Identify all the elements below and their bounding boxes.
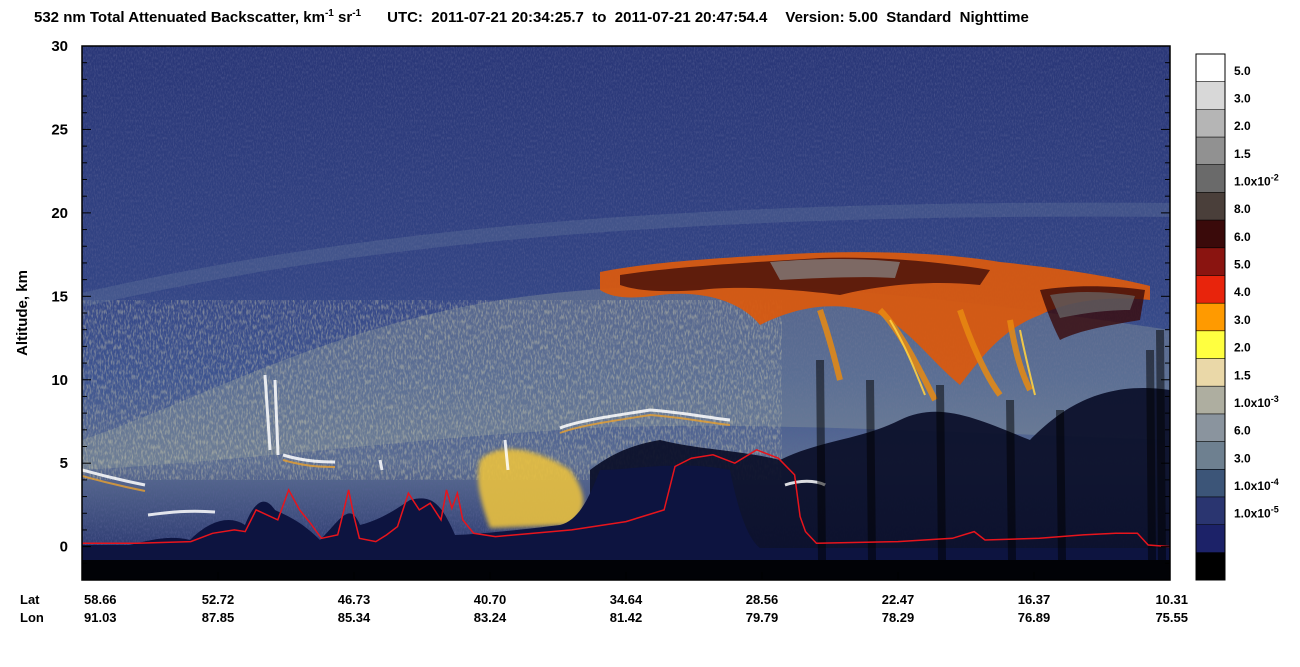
colorbar-label: 1.5 <box>1234 368 1251 382</box>
colorbar-label: 1.5 <box>1234 147 1251 161</box>
lat-tick-label: 16.37 <box>1018 592 1051 607</box>
title-unit-mid: sr <box>333 9 353 26</box>
colorbar-swatch <box>1196 469 1225 498</box>
colorbar-label: 4.0 <box>1234 285 1251 299</box>
lat-tick-label: 46.73 <box>338 592 371 607</box>
high-cloud-deck <box>600 252 1150 402</box>
title-to-word: to <box>592 9 607 26</box>
title-end-time: 2011-07-21 20:47:54.4 <box>614 9 768 26</box>
colorbar-swatch <box>1196 164 1225 193</box>
title-utc-label: UTC: <box>387 9 423 26</box>
y-tick-label: 0 <box>60 539 68 556</box>
lon-tick-label: 81.42 <box>610 610 643 625</box>
lon-tick-label: 91.03 <box>84 610 117 625</box>
lat-tick-label: 40.70 <box>474 592 507 607</box>
colorbar-label: 5.0 <box>1234 64 1251 78</box>
colorbar: 5.0 3.0 2.0 1.5 1.0x10-2 8.0 6.0 5.0 4.0 3.0 2.0 1.… <box>1195 53 1279 581</box>
low-cloud-tops-warm <box>82 413 731 492</box>
colorbar-frame <box>1195 53 1226 581</box>
colorbar-label: 2.0 <box>1234 119 1251 133</box>
y-tick-label: 10 <box>51 372 68 389</box>
colorbar-swatch <box>1196 220 1225 249</box>
lon-tick-label: 79.79 <box>746 610 779 625</box>
lon-row-label: Lon <box>20 610 44 625</box>
y-tick-label: 5 <box>60 455 68 472</box>
colorbar-label: 1.0x10-3 <box>1234 394 1279 410</box>
colorbar-label: 1.0x10-2 <box>1234 173 1279 189</box>
chart-title: 532 nm Total Attenuated Backscatter, km-… <box>34 8 1029 26</box>
dense-aerosol-plume <box>478 449 584 528</box>
colorbar-swatch <box>1196 137 1225 166</box>
colorbar-label-exponent: -4 <box>1271 477 1279 487</box>
colorbar-label: 6.0 <box>1234 230 1251 244</box>
colorbar-label: 2.0 <box>1234 341 1251 355</box>
colorbar-label: 8.0 <box>1234 202 1251 216</box>
y-tick-label: 20 <box>51 205 68 222</box>
lat-tick-label: 52.72 <box>202 592 235 607</box>
lat-row-label: Lat <box>20 592 40 607</box>
colorbar-label-exponent: -2 <box>1271 173 1279 183</box>
plot-area <box>82 46 1170 580</box>
colorbar-swatch <box>1196 192 1225 221</box>
colorbar-label: 6.0 <box>1234 424 1251 438</box>
title-unit-exponent-2: -1 <box>352 8 362 19</box>
colorbar-swatch <box>1196 54 1225 83</box>
title-time-of-day: Nighttime <box>959 9 1029 26</box>
ground-return-signal <box>82 465 1170 580</box>
colorbar-swatch <box>1196 441 1225 470</box>
lon-tick-label: 76.89 <box>1018 610 1051 625</box>
title-version: Version: 5.00 <box>785 9 878 26</box>
vertical-cloud-streaks <box>816 329 1166 561</box>
lon-tick-label: 87.85 <box>202 610 235 625</box>
lat-tick-label: 28.56 <box>746 592 779 607</box>
lat-tick-label: 22.47 <box>882 592 915 607</box>
colorbar-swatch <box>1196 496 1225 526</box>
lon-tick-label: 85.34 <box>338 610 371 625</box>
surface-elevation-polyline <box>82 448 1170 548</box>
colorbar-swatch <box>1196 109 1225 138</box>
lon-tick-label: 75.55 <box>1155 610 1188 625</box>
low-cloud-tops <box>82 374 826 517</box>
title-product: 532 nm Total Attenuated Backscatter, km <box>34 9 325 26</box>
title-mode: Standard <box>886 9 952 26</box>
y-axis-label: Altitude, km <box>14 270 31 356</box>
colorbar-swatch <box>1196 247 1225 276</box>
colorbar-swatch <box>1196 81 1225 110</box>
lat-tick-label: 58.66 <box>84 592 117 607</box>
colorbar-label: 3.0 <box>1234 91 1251 105</box>
colorbar-label: 1.0x10-4 <box>1234 477 1279 493</box>
colorbar-swatch <box>1196 386 1225 415</box>
lat-tick-label: 34.64 <box>610 592 643 607</box>
colorbar-swatch <box>1196 330 1225 360</box>
colorbar-label: 3.0 <box>1234 451 1251 465</box>
y-tick-label: 25 <box>51 121 68 138</box>
colorbar-label: 3.0 <box>1234 313 1251 327</box>
lat-tick-label: 10.31 <box>1155 592 1188 607</box>
colorbar-label-exponent: -3 <box>1271 394 1279 404</box>
colorbar-label: 1.0x10-5 <box>1234 505 1279 521</box>
x-axis-geo-labels: Lat Lon 58.66 91.03 52.72 87.85 46.73 85.34 40.7… <box>20 572 1188 625</box>
lon-tick-label: 78.29 <box>882 610 915 625</box>
surface-elevation-line <box>82 448 1170 548</box>
y-tick-label: 15 <box>51 288 68 305</box>
colorbar-swatch <box>1196 524 1225 553</box>
colorbar-swatch <box>1196 552 1225 581</box>
colorbar-swatch <box>1196 413 1225 443</box>
stratospheric-arc <box>82 202 1170 307</box>
lon-tick-label: 83.24 <box>474 610 507 625</box>
colorbar-swatch <box>1196 275 1225 304</box>
title-start-time: 2011-07-21 20:34:25.7 <box>431 9 584 26</box>
y-tick-label: 30 <box>51 38 68 55</box>
colorbar-swatch <box>1196 303 1225 332</box>
title-unit-exponent-1: -1 <box>324 8 334 19</box>
colorbar-swatch <box>1196 358 1225 387</box>
colorbar-label-exponent: -5 <box>1271 505 1279 515</box>
colorbar-label: 5.0 <box>1234 258 1251 272</box>
y-axis: 0 5 10 15 20 25 30 Altitude, km <box>14 38 1170 581</box>
